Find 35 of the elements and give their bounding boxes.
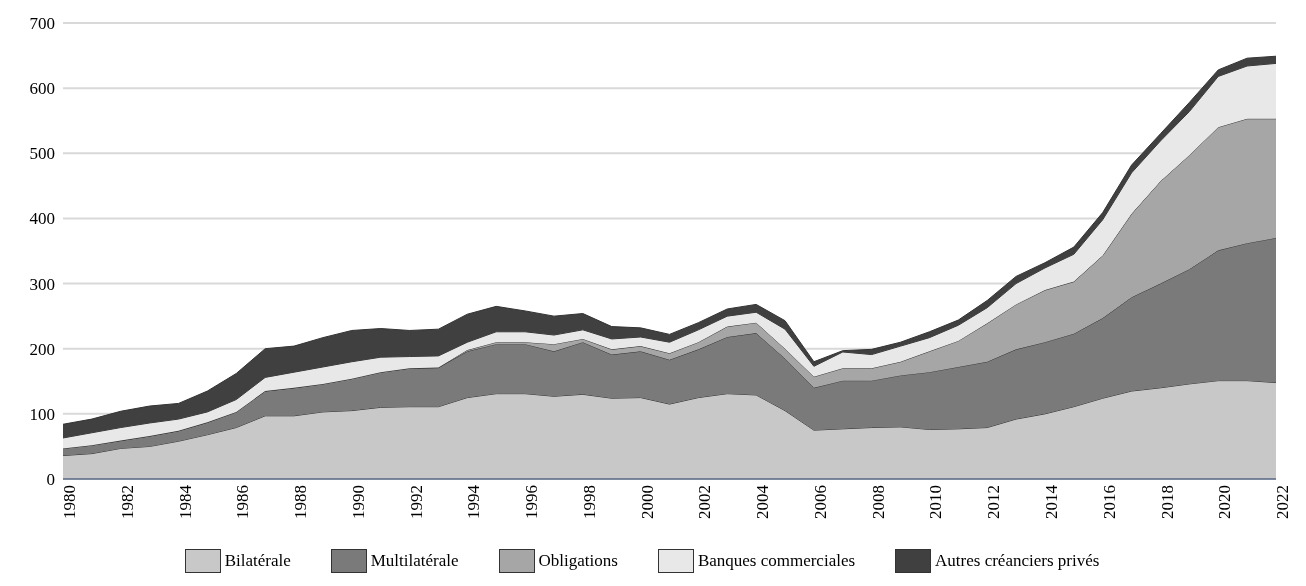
x-tick-label: 1990 [348,485,368,519]
x-tick-label: 2000 [637,485,657,519]
y-tick-label: 0 [46,470,55,490]
legend-label: Obligations [538,551,618,571]
x-tick-label: 1994 [464,484,484,519]
x-tick-label: 2022 [1273,485,1293,519]
y-tick-label: 100 [29,404,55,424]
y-tick-label: 600 [29,79,55,99]
x-tick-label: 2014 [1042,484,1062,519]
y-tick-label: 400 [29,209,55,229]
x-tick-label: 2004 [753,484,773,519]
x-tick-label: 2006 [810,485,830,519]
x-tick-label: 1998 [579,485,599,519]
x-tick-label: 2016 [1099,485,1119,519]
x-tick-label: 2018 [1157,485,1177,519]
x-tick-label: 2020 [1215,485,1235,519]
legend-label: Autres créanciers privés [935,551,1100,571]
x-tick-label: 1982 [117,485,137,519]
x-tick-label: 1984 [175,484,195,519]
legend-label: Banques commerciales [697,551,856,571]
x-tick-label: 1980 [60,485,80,519]
legend-label: Bilatérale [224,551,291,571]
legend-label: Multilatérale [370,551,459,571]
x-tick-label: 2012 [984,485,1004,519]
y-tick-label: 700 [29,14,55,34]
x-tick-label: 1988 [291,485,311,519]
x-tick-label: 1996 [522,485,542,519]
x-tick-label: 2002 [695,485,715,519]
x-tick-label: 2010 [926,485,946,519]
y-tick-label: 300 [29,274,55,294]
x-tick-label: 1992 [406,485,426,519]
y-tick-label: 500 [29,144,55,164]
x-tick-label: 1986 [233,485,253,519]
y-tick-label: 200 [29,339,55,359]
x-tick-label: 2008 [868,485,888,519]
